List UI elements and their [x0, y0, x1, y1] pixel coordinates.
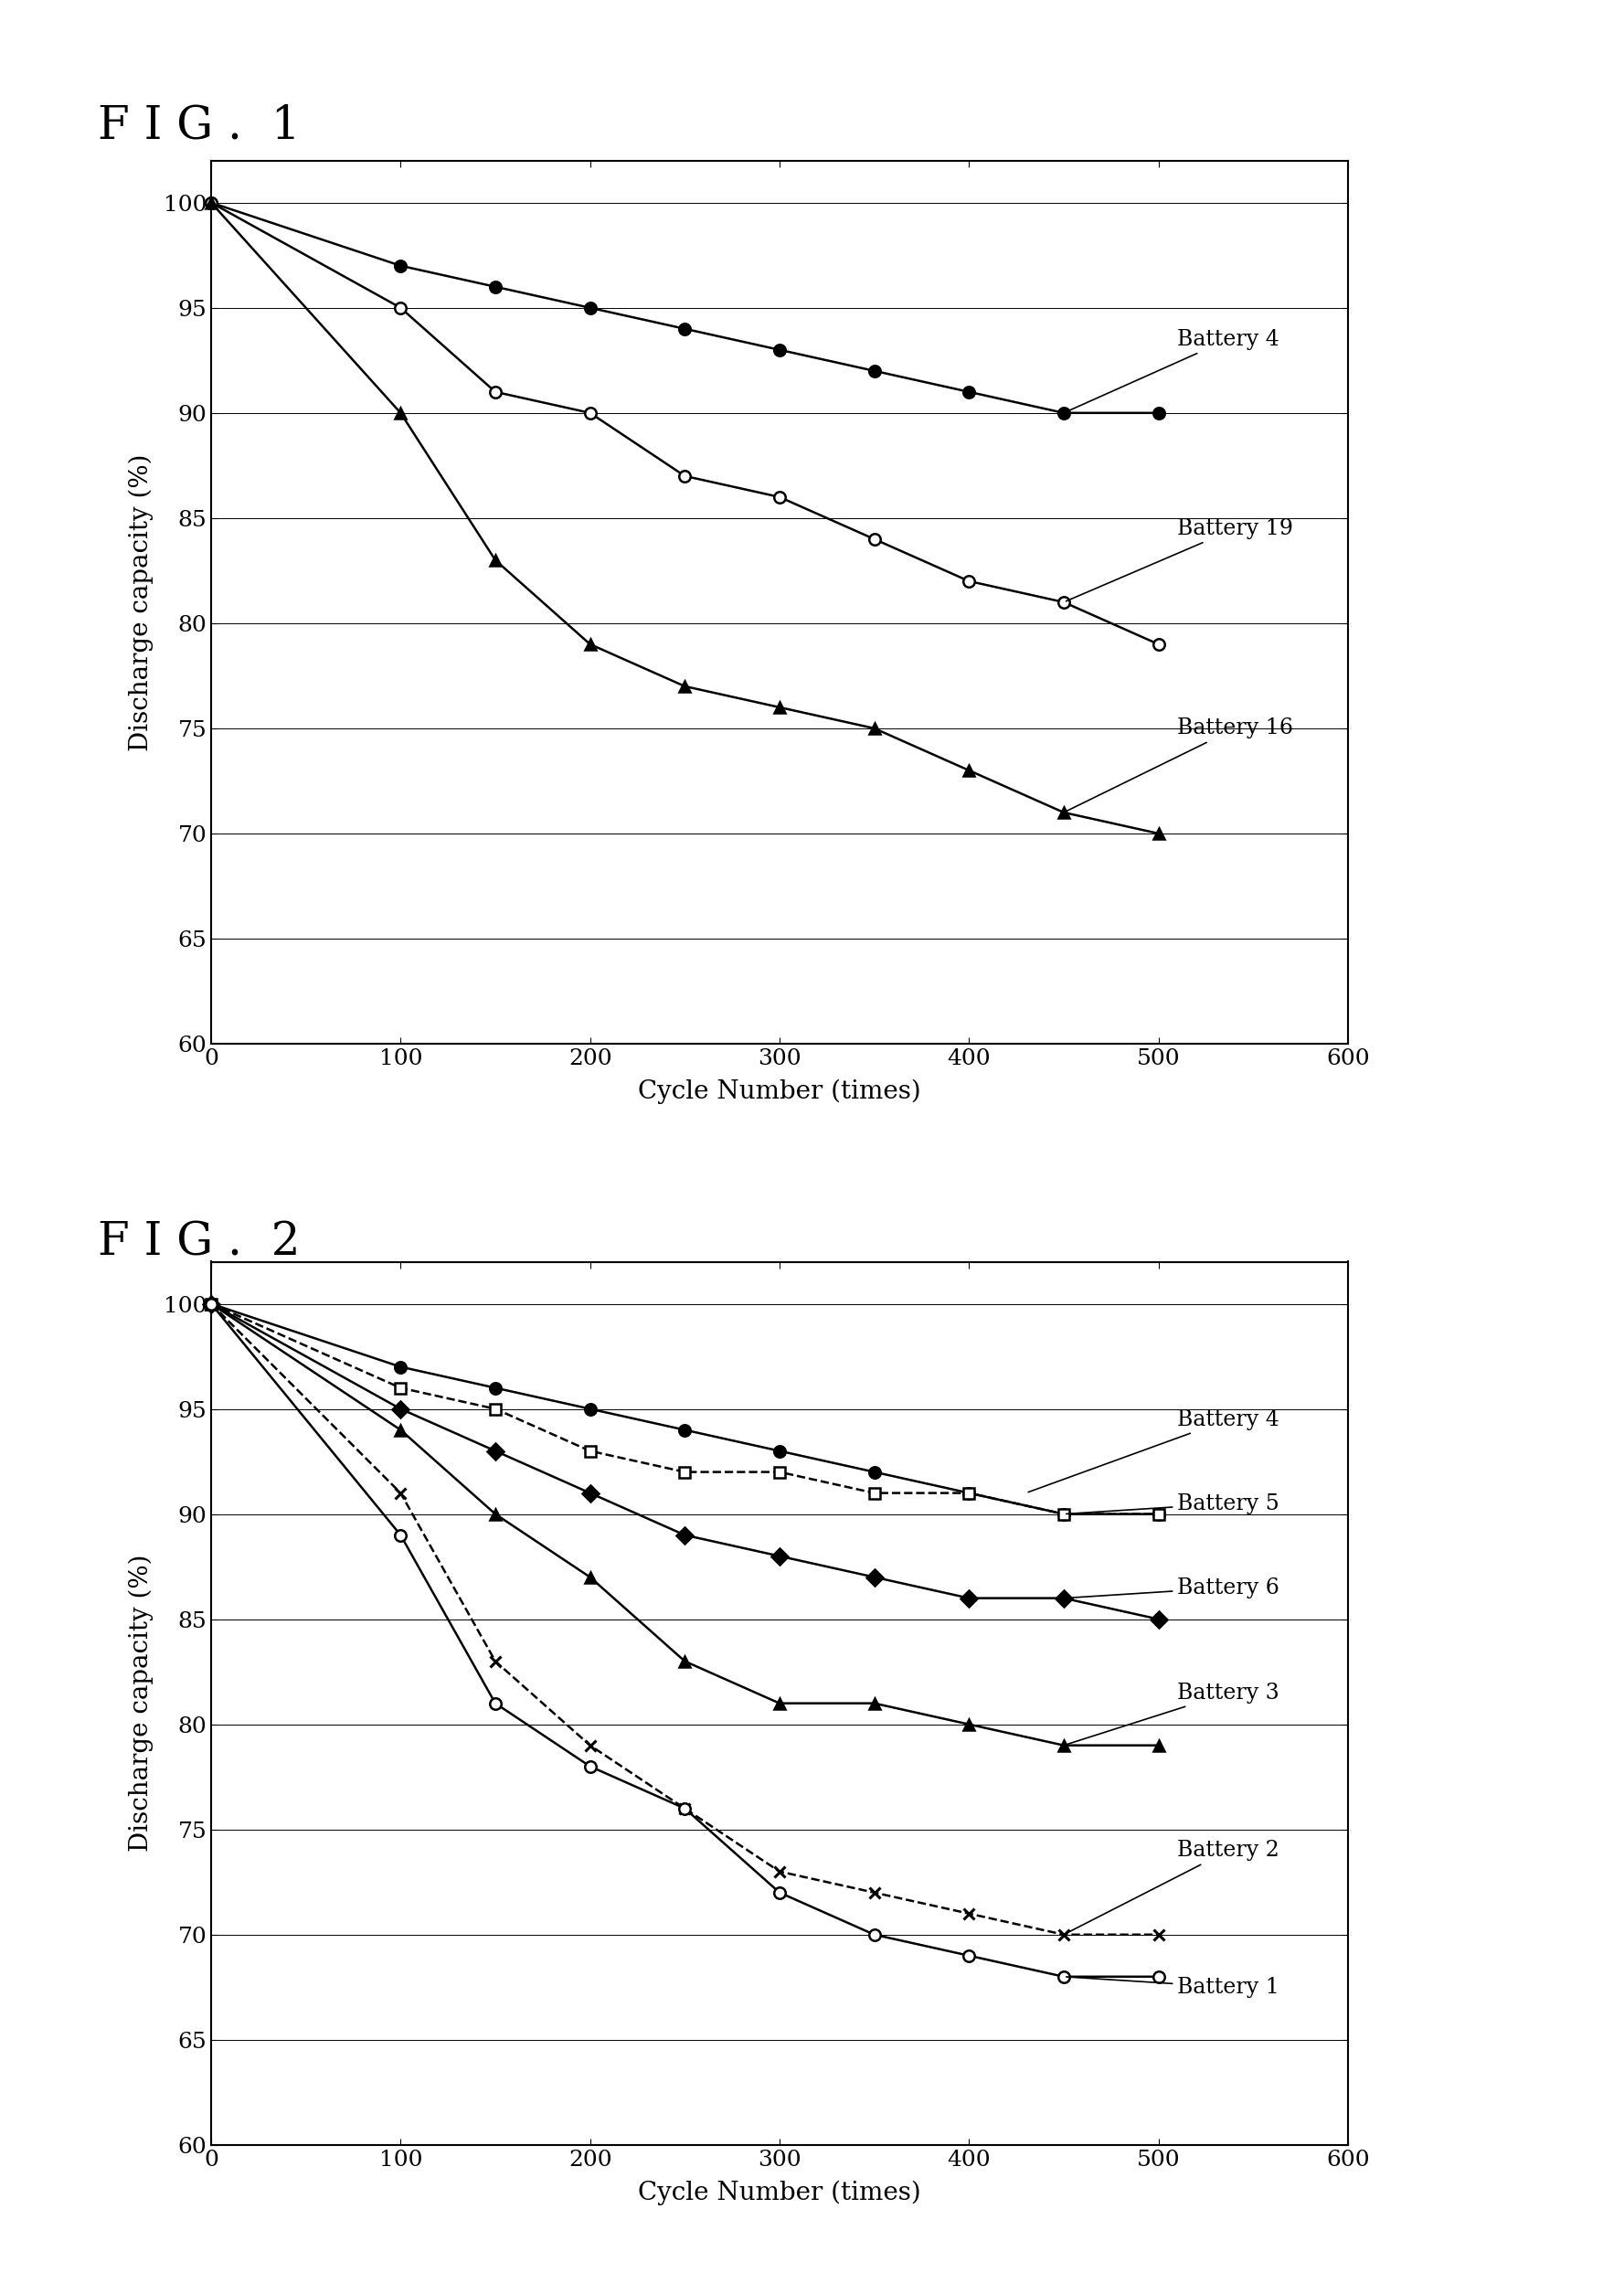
Text: Battery 2: Battery 2 [1065, 1840, 1280, 1934]
Text: Battery 1: Battery 1 [1067, 1977, 1280, 1998]
Text: F I G .  1: F I G . 1 [97, 103, 300, 149]
Text: Battery 4: Battery 4 [1065, 328, 1280, 413]
Text: F I G .  2: F I G . 2 [97, 1220, 300, 1266]
Y-axis label: Discharge capacity (%): Discharge capacity (%) [128, 1555, 153, 1851]
Text: Battery 16: Battery 16 [1065, 718, 1293, 812]
X-axis label: Cycle Number (times): Cycle Number (times) [638, 2182, 921, 2205]
Text: Battery 3: Battery 3 [1065, 1682, 1280, 1743]
X-axis label: Cycle Number (times): Cycle Number (times) [638, 1080, 921, 1103]
Text: Battery 19: Battery 19 [1065, 518, 1293, 601]
Y-axis label: Discharge capacity (%): Discharge capacity (%) [128, 454, 153, 750]
Text: Battery 6: Battery 6 [1067, 1578, 1280, 1599]
Text: Battery 5: Battery 5 [1067, 1493, 1280, 1514]
Text: Battery 4: Battery 4 [1028, 1409, 1280, 1491]
